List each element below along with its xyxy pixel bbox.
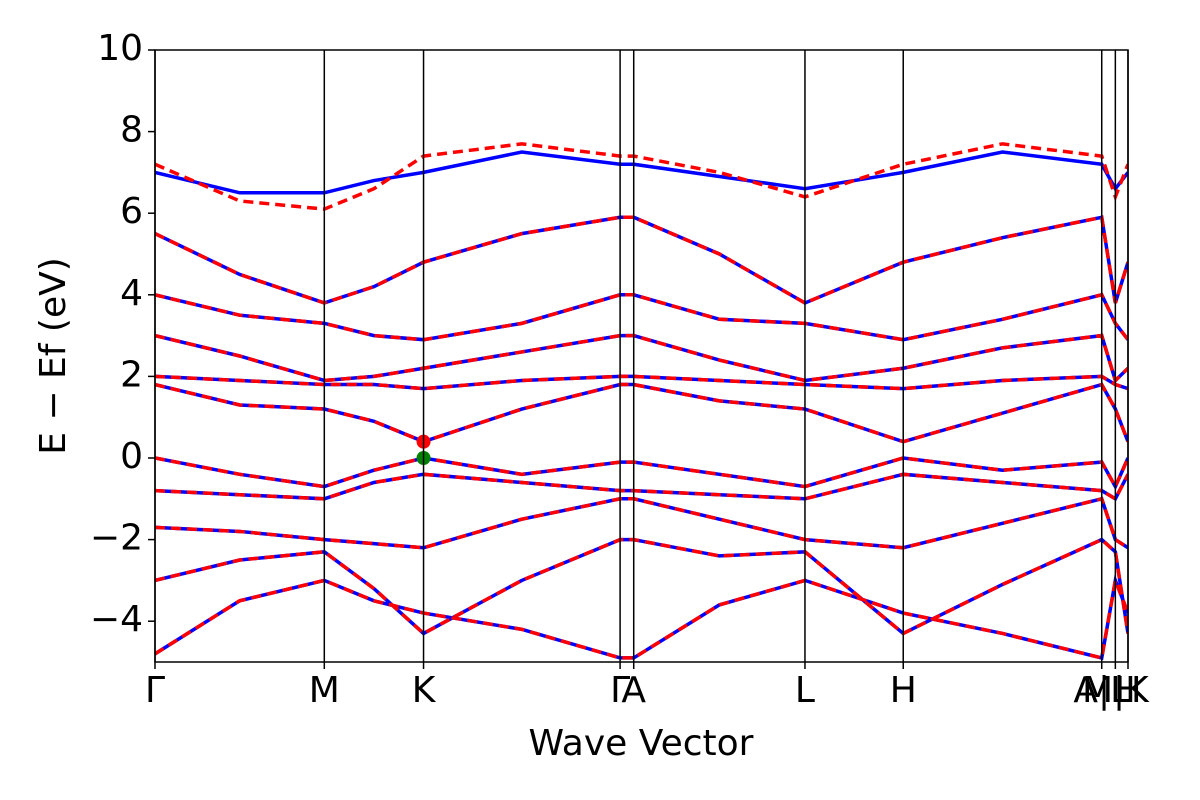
y-axis-label: E − Ef (eV) xyxy=(33,257,74,455)
y-tick-label: 10 xyxy=(97,28,143,69)
x-tick-label: H xyxy=(1114,670,1141,711)
band xyxy=(155,472,1128,502)
x-tick-label: K xyxy=(412,670,437,711)
x-tick-label: A|L xyxy=(1073,670,1130,711)
y-tick-label: 8 xyxy=(120,110,143,151)
x-tick-label: A xyxy=(621,670,646,711)
band xyxy=(155,472,1128,502)
band xyxy=(155,382,1128,444)
band xyxy=(155,573,1128,661)
band xyxy=(155,150,1128,195)
band xyxy=(155,215,1128,305)
band xyxy=(155,142,1128,211)
band xyxy=(155,374,1128,391)
band xyxy=(155,382,1128,444)
y-tick-label: −4 xyxy=(90,599,143,640)
axes-frame xyxy=(154,49,1129,663)
x-tick-label: H xyxy=(890,670,917,711)
y-tick-label: −2 xyxy=(90,518,143,559)
y-tick-label: 2 xyxy=(120,354,143,395)
plot-area xyxy=(155,142,1128,661)
y-tick-label: 0 xyxy=(120,436,143,477)
x-tick-label: L xyxy=(795,670,815,711)
band xyxy=(155,215,1128,305)
x-axis-label: Wave Vector xyxy=(529,723,754,764)
band xyxy=(155,333,1128,384)
band xyxy=(155,292,1128,342)
x-tick-label: M xyxy=(309,670,340,711)
band xyxy=(155,573,1128,661)
x-tick-label: Γ xyxy=(145,670,165,711)
x-tick-label: M|K xyxy=(1082,670,1150,711)
band xyxy=(155,292,1128,342)
x-tick-label: Γ xyxy=(610,670,630,711)
y-tick-label: 6 xyxy=(120,191,143,232)
y-tick-label: 4 xyxy=(120,273,143,314)
